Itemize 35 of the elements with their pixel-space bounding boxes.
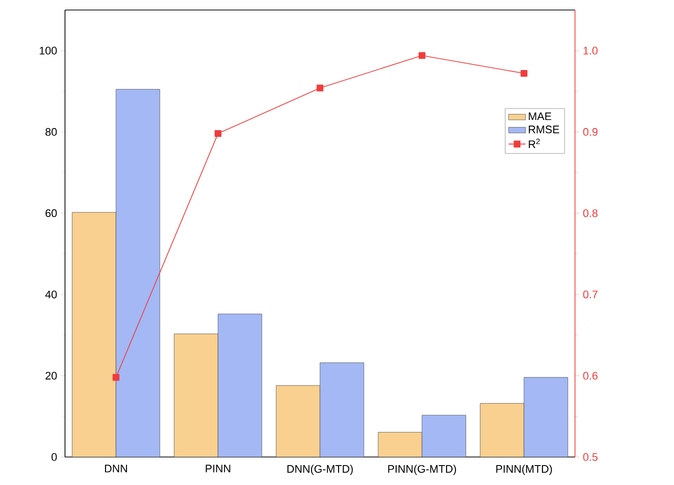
bar <box>524 377 568 457</box>
y2-tick-label: 0.6 <box>583 372 598 380</box>
legend-label: R$^{2}$ <box>528 138 540 148</box>
x-tick-label: DNN(G-MTD) <box>287 464 353 475</box>
y2-tick-label: 0.8 <box>583 209 598 218</box>
bar <box>480 403 524 457</box>
x-tick-label: PINN <box>206 464 230 472</box>
point <box>214 130 222 137</box>
point <box>316 84 324 92</box>
legend-label: RMSE <box>528 126 560 134</box>
point <box>418 52 426 59</box>
x-tick-label: PINN(G-MTD) <box>388 464 456 475</box>
y-tick-label: 100 <box>40 46 57 55</box>
x-tick-label: DNN <box>105 464 127 472</box>
y-tick-label: 20 <box>46 372 57 380</box>
point <box>112 374 120 381</box>
bar <box>276 385 320 457</box>
point <box>520 70 528 77</box>
y2-tick-label: 0.9 <box>583 128 598 136</box>
y2-tick-label: 1.0 <box>584 46 598 55</box>
bar <box>174 334 218 457</box>
bar <box>378 432 422 457</box>
bar <box>218 314 262 457</box>
legend-label: MAE <box>528 112 552 120</box>
y-tick-label: 0 <box>52 453 57 461</box>
y2-tick-label: 0.7 <box>583 290 598 298</box>
bar <box>72 212 116 457</box>
y-tick-label: 80 <box>46 128 57 136</box>
x-tick-label: PINN(MTD) <box>496 464 552 475</box>
bar <box>320 362 364 457</box>
y-tick-label: 40 <box>45 290 57 298</box>
bar <box>116 89 160 457</box>
y-tick-label: 60 <box>46 209 57 218</box>
bar <box>422 414 466 457</box>
y2-tick-label: 0.5 <box>583 453 598 461</box>
